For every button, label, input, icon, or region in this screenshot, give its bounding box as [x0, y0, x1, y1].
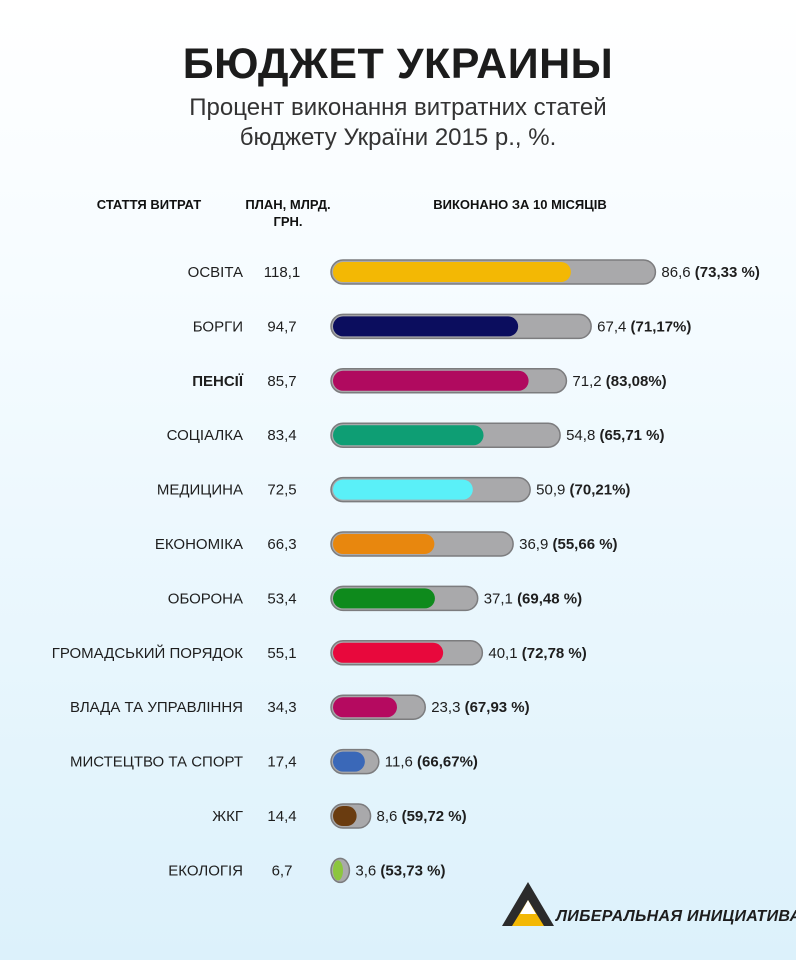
executed-percent: (67,93 %) — [465, 699, 530, 716]
logo-text: ЛИБЕРАЛЬНАЯ ИНИЦИАТИВА — [556, 908, 796, 925]
executed-bar — [333, 316, 519, 337]
plan-value-label: 34,3 — [267, 699, 296, 716]
executed-amount: 23,3 — [431, 699, 464, 716]
plan-value-label: 94,7 — [267, 318, 296, 335]
executed-amount: 50,9 — [536, 482, 569, 499]
chart-title: БЮДЖЕТ УКРАИНЫ — [182, 40, 614, 88]
executed-bar — [333, 642, 444, 663]
executed-bar — [333, 751, 365, 772]
executed-amount: 3,6 — [355, 862, 380, 879]
executed-percent: (53,73 %) — [380, 862, 445, 879]
executed-percent: (72,78 %) — [522, 645, 587, 662]
chart-subtitle-line1: Процент виконання витратних статей — [189, 94, 607, 121]
plan-value-label: 17,4 — [267, 754, 296, 771]
executed-bar — [333, 860, 343, 881]
category-label: ОСВІТА — [188, 264, 243, 281]
executed-percent: (73,33 %) — [695, 264, 760, 281]
executed-value-label: 50,9 (70,21%) — [536, 482, 630, 499]
executed-bar — [333, 534, 435, 554]
executed-amount: 67,4 — [597, 318, 630, 335]
executed-bar — [333, 697, 398, 718]
executed-value-label: 67,4 (71,17%) — [597, 318, 691, 335]
executed-value-label: 40,1 (72,78 %) — [488, 645, 586, 662]
executed-value-label: 71,2 (83,08%) — [572, 373, 666, 390]
executed-value-label: 8,6 (59,72 %) — [377, 808, 467, 825]
executed-value-label: 3,6 (53,73 %) — [355, 862, 445, 879]
executed-amount: 71,2 — [572, 373, 605, 390]
executed-percent: (71,17%) — [631, 318, 692, 335]
plan-value-label: 6,7 — [272, 862, 293, 879]
executed-bar — [333, 262, 571, 282]
category-label: МИСТЕЦТВО ТА СПОРТ — [70, 754, 243, 771]
column-header-plan-line1: ПЛАН, МЛРД. — [245, 197, 331, 212]
category-label: ЕКОЛОГІЯ — [168, 862, 243, 879]
logo-triangle-icon — [502, 882, 554, 926]
category-label: СОЦІАЛКА — [167, 427, 243, 444]
executed-amount: 37,1 — [484, 590, 517, 607]
executed-bar — [333, 806, 357, 826]
plan-value-label: 14,4 — [267, 808, 296, 825]
plan-value-label: 83,4 — [267, 427, 296, 444]
executed-value-label: 23,3 (67,93 %) — [431, 699, 529, 716]
column-header-done: ВИКОНАНО ЗА 10 МІСЯЦІВ — [433, 197, 607, 212]
executed-percent: (59,72 %) — [402, 808, 467, 825]
column-header-plan: ПЛАН, МЛРД. ГРН. — [232, 196, 344, 230]
category-label: ОБОРОНА — [168, 590, 243, 607]
executed-percent: (66,67%) — [417, 754, 478, 771]
executed-value-label: 11,6 (66,67%) — [385, 754, 478, 771]
executed-bar — [333, 588, 435, 609]
plan-value-label: 55,1 — [267, 645, 296, 662]
executed-percent: (69,48 %) — [517, 590, 582, 607]
executed-bar — [333, 370, 529, 391]
executed-amount: 54,8 — [566, 427, 599, 444]
executed-value-label: 37,1 (69,48 %) — [484, 590, 582, 607]
executed-amount: 86,6 — [661, 264, 694, 281]
column-header-plan-line2: ГРН. — [273, 214, 303, 229]
chart-subtitle-line2: бюджету України 2015 р., %. — [239, 124, 557, 151]
plan-value-label: 53,4 — [267, 590, 296, 607]
category-label: ГРОМАДСЬКИЙ ПОРЯДОК — [52, 644, 244, 662]
column-header-category: СТАТТЯ ВИТРАТ — [96, 197, 202, 212]
executed-percent: (65,71 %) — [599, 427, 664, 444]
category-label: ЖКГ — [212, 808, 243, 825]
category-label: ВЛАДА ТА УПРАВЛІННЯ — [70, 699, 243, 716]
category-label: БОРГИ — [193, 318, 243, 335]
category-label: МЕДИЦИНА — [157, 482, 243, 499]
executed-percent: (83,08%) — [606, 373, 667, 390]
executed-value-label: 54,8 (65,71 %) — [566, 427, 664, 444]
executed-value-label: 86,6 (73,33 %) — [661, 264, 759, 281]
logo: ЛИБЕРАЛЬНАЯ ИНИЦИАТИВА — [498, 878, 796, 938]
executed-percent: (70,21%) — [570, 482, 631, 499]
executed-amount: 36,9 — [519, 536, 552, 553]
category-label: ЕКОНОМІКА — [155, 536, 243, 553]
plan-value-label: 118,1 — [264, 264, 300, 281]
executed-percent: (55,66 %) — [553, 536, 618, 553]
executed-bar — [333, 425, 484, 446]
executed-amount: 8,6 — [377, 808, 402, 825]
executed-bar — [333, 479, 473, 500]
executed-amount: 11,6 — [385, 754, 417, 771]
plan-value-label: 66,3 — [267, 536, 296, 553]
plan-value-label: 72,5 — [267, 482, 296, 499]
executed-amount: 40,1 — [488, 645, 521, 662]
category-label: ПЕНСІЇ — [192, 373, 244, 390]
plan-value-label: 85,7 — [267, 373, 296, 390]
executed-value-label: 36,9 (55,66 %) — [519, 536, 617, 553]
